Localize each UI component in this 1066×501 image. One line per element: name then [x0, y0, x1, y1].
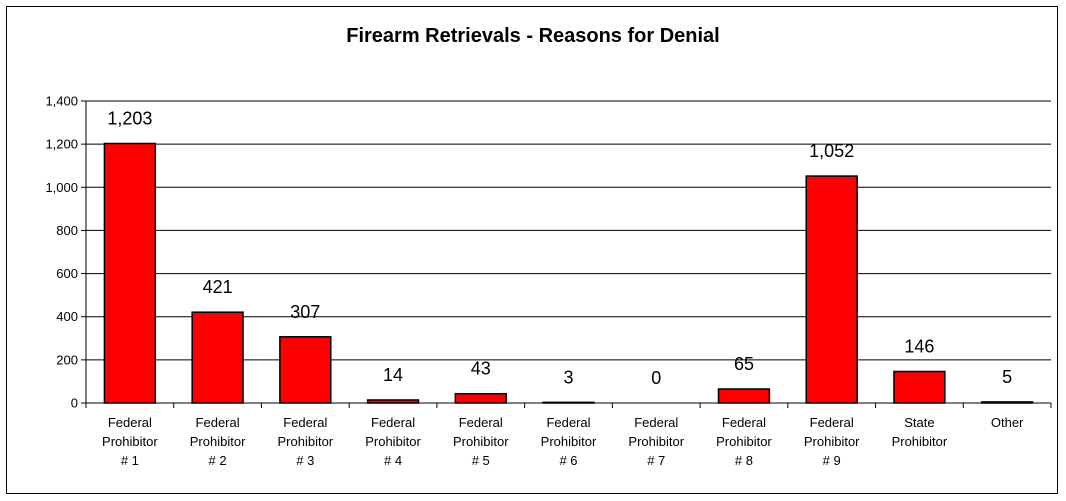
- gridlines: [86, 100, 1051, 361]
- x-tick-label: Federal Prohibitor # 9: [804, 415, 860, 468]
- data-label: 14: [383, 365, 403, 385]
- chart-frame: [6, 6, 1058, 494]
- x-tick-label: Federal Prohibitor # 6: [541, 415, 597, 468]
- data-label: 0: [651, 368, 661, 388]
- data-label: 1,203: [107, 108, 152, 128]
- data-label: 43: [471, 359, 491, 379]
- x-axis-tick-labels: Federal Prohibitor # 1 Federal Prohibitor # 2…: [102, 415, 1024, 468]
- y-tick-label: 800: [56, 223, 78, 238]
- x-tick-label: Federal Prohibitor # 2: [190, 415, 246, 468]
- data-label: 307: [290, 302, 320, 322]
- y-tick-label: 600: [56, 266, 78, 281]
- bar: [805, 175, 858, 404]
- y-tick-label: 400: [56, 309, 78, 324]
- x-tick-label: Federal Prohibitor # 4: [365, 415, 421, 468]
- bar: [191, 311, 244, 404]
- x-tick-label: Federal Prohibitor # 7: [628, 415, 684, 468]
- data-label: 5: [1002, 367, 1012, 387]
- bar: [366, 399, 420, 404]
- data-label: 65: [734, 354, 754, 374]
- data-label: 3: [563, 367, 573, 387]
- y-tick-label: 200: [56, 352, 78, 367]
- x-tick-label: Federal Prohibitor # 5: [453, 415, 509, 468]
- bar: [454, 392, 507, 404]
- x-tick-label: Federal Prohibitor # 3: [277, 415, 333, 468]
- data-labels: 1,203 421 307 14 43 3 0 65 1,052 146 5: [107, 108, 1012, 388]
- chart-title: Firearm Retrievals - Reasons for Denial: [346, 25, 719, 47]
- bar: [542, 401, 595, 404]
- y-tick-label: 1,400: [45, 94, 78, 109]
- bars: [103, 142, 1034, 404]
- y-axis-tick-labels: 0 200 400 600 800 1,000 1,200 1,400: [45, 94, 78, 411]
- y-tick-label: 1,000: [45, 180, 78, 195]
- x-tick-label: Other: [991, 415, 1024, 430]
- y-tick-label: 1,200: [45, 137, 78, 152]
- y-tick-label: 0: [71, 396, 78, 411]
- bar: [103, 142, 157, 404]
- bar: [717, 388, 771, 404]
- data-label: 146: [904, 337, 934, 357]
- x-tick-label: Federal Prohibitor # 8: [716, 415, 772, 468]
- data-label: 421: [203, 277, 233, 297]
- bar: [893, 370, 946, 404]
- x-tick-label: State Prohibitor: [892, 415, 948, 449]
- bar: [279, 336, 332, 404]
- bar: [980, 401, 1034, 404]
- data-label: 1,052: [809, 141, 854, 161]
- x-tick-label: Federal Prohibitor # 1: [102, 415, 158, 468]
